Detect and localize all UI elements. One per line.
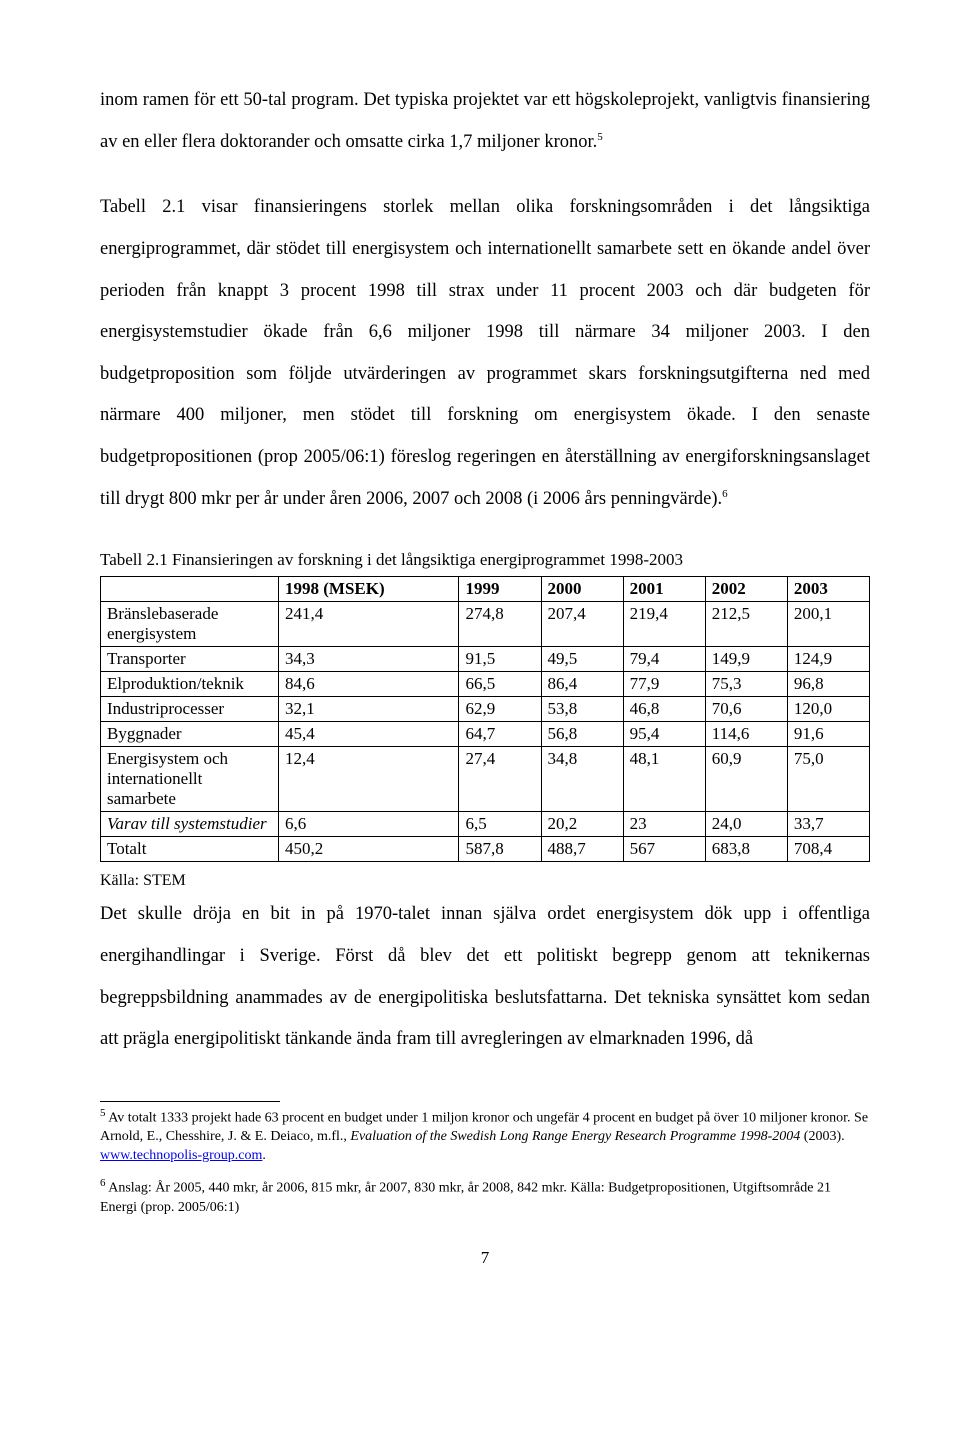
table-cell: 75,0	[787, 747, 869, 812]
footnote-5: 5 Av totalt 1333 projekt hade 63 procent…	[100, 1106, 870, 1166]
table-cell: 708,4	[787, 837, 869, 862]
table-source: Källa: STEM	[100, 872, 870, 890]
table-cell: 27,4	[459, 747, 541, 812]
footnote-5-text-c: .	[262, 1148, 266, 1163]
table-caption: Tabell 2.1 Finansieringen av forskning i…	[100, 550, 870, 570]
footnote-ref-5: 5	[597, 130, 603, 142]
table-header-1998: 1998 (MSEK)	[279, 577, 459, 602]
table-header-1999: 1999	[459, 577, 541, 602]
table-cell: 587,8	[459, 837, 541, 862]
table-cell: 95,4	[623, 722, 705, 747]
footnote-5-link[interactable]: www.technopolis-group.com	[100, 1148, 262, 1163]
paragraph-1: inom ramen för ett 50-tal program. Det t…	[100, 80, 870, 163]
table-cell: 212,5	[705, 602, 787, 647]
table-cell: 34,3	[279, 647, 459, 672]
footnote-ref-6: 6	[722, 487, 728, 499]
table-cell: 32,1	[279, 697, 459, 722]
table-row: Transporter34,391,549,579,4149,9124,9	[101, 647, 870, 672]
table-cell: 24,0	[705, 812, 787, 837]
table-header-2003: 2003	[787, 577, 869, 602]
table-cell: 12,4	[279, 747, 459, 812]
table-cell: 96,8	[787, 672, 869, 697]
table-row-label: Elproduktion/teknik	[101, 672, 279, 697]
table-cell: 91,6	[787, 722, 869, 747]
table-cell: 53,8	[541, 697, 623, 722]
table-cell: 34,8	[541, 747, 623, 812]
table-cell: 91,5	[459, 647, 541, 672]
table-header-2002: 2002	[705, 577, 787, 602]
table-header-2000: 2000	[541, 577, 623, 602]
paragraph-1-text: inom ramen för ett 50-tal program. Det t…	[100, 90, 870, 152]
table-cell: 62,9	[459, 697, 541, 722]
table-cell: 683,8	[705, 837, 787, 862]
paragraph-2: Tabell 2.1 visar finansieringens storlek…	[100, 187, 870, 520]
footnote-5-italic: Evaluation of the Swedish Long Range Ene…	[350, 1129, 800, 1144]
table-cell: 124,9	[787, 647, 869, 672]
table-cell: 567	[623, 837, 705, 862]
table-cell: 86,4	[541, 672, 623, 697]
table-cell: 20,2	[541, 812, 623, 837]
table-row-label: Varav till systemstudier	[101, 812, 279, 837]
footnote-6: 6 Anslag: År 2005, 440 mkr, år 2006, 815…	[100, 1176, 870, 1217]
table-row: Totalt450,2587,8488,7567683,8708,4	[101, 837, 870, 862]
table-cell: 45,4	[279, 722, 459, 747]
table-cell: 450,2	[279, 837, 459, 862]
table-cell: 241,4	[279, 602, 459, 647]
table-cell: 200,1	[787, 602, 869, 647]
table-row: Elproduktion/teknik84,666,586,477,975,39…	[101, 672, 870, 697]
table-cell: 488,7	[541, 837, 623, 862]
page-number: 7	[100, 1248, 870, 1268]
table-row-label: Energisystem och internationellt samarbe…	[101, 747, 279, 812]
table-row: Bränslebaserade energisystem241,4274,820…	[101, 602, 870, 647]
table-row-label: Bränslebaserade energisystem	[101, 602, 279, 647]
table-cell: 70,6	[705, 697, 787, 722]
table-cell: 66,5	[459, 672, 541, 697]
table-cell: 114,6	[705, 722, 787, 747]
table-header-row: 1998 (MSEK) 1999 2000 2001 2002 2003	[101, 577, 870, 602]
footnote-5-text-b: (2003).	[800, 1129, 844, 1144]
table-cell: 219,4	[623, 602, 705, 647]
footnote-6-text: Anslag: År 2005, 440 mkr, år 2006, 815 m…	[100, 1181, 831, 1215]
table-cell: 60,9	[705, 747, 787, 812]
table-cell: 6,6	[279, 812, 459, 837]
table-header-empty	[101, 577, 279, 602]
table-row-label: Totalt	[101, 837, 279, 862]
table-cell: 149,9	[705, 647, 787, 672]
table-cell: 274,8	[459, 602, 541, 647]
table-cell: 23	[623, 812, 705, 837]
table-cell: 207,4	[541, 602, 623, 647]
table-cell: 33,7	[787, 812, 869, 837]
table-cell: 6,5	[459, 812, 541, 837]
paragraph-3: Det skulle dröja en bit in på 1970-talet…	[100, 894, 870, 1061]
table-cell: 46,8	[623, 697, 705, 722]
table-cell: 79,4	[623, 647, 705, 672]
table-row: Byggnader45,464,756,895,4114,691,6	[101, 722, 870, 747]
table-cell: 77,9	[623, 672, 705, 697]
table-cell: 48,1	[623, 747, 705, 812]
table-row-label: Industriprocesser	[101, 697, 279, 722]
table-row-label: Byggnader	[101, 722, 279, 747]
table-cell: 84,6	[279, 672, 459, 697]
paragraph-2-text: Tabell 2.1 visar finansieringens storlek…	[100, 197, 870, 508]
footnote-separator	[100, 1101, 280, 1102]
table-cell: 120,0	[787, 697, 869, 722]
table-cell: 75,3	[705, 672, 787, 697]
table-row: Energisystem och internationellt samarbe…	[101, 747, 870, 812]
table-cell: 56,8	[541, 722, 623, 747]
table-row: Varav till systemstudier6,66,520,22324,0…	[101, 812, 870, 837]
table-cell: 64,7	[459, 722, 541, 747]
table-row-label: Transporter	[101, 647, 279, 672]
table-cell: 49,5	[541, 647, 623, 672]
table-row: Industriprocesser32,162,953,846,870,6120…	[101, 697, 870, 722]
table-header-2001: 2001	[623, 577, 705, 602]
financing-table: 1998 (MSEK) 1999 2000 2001 2002 2003 Brä…	[100, 576, 870, 862]
